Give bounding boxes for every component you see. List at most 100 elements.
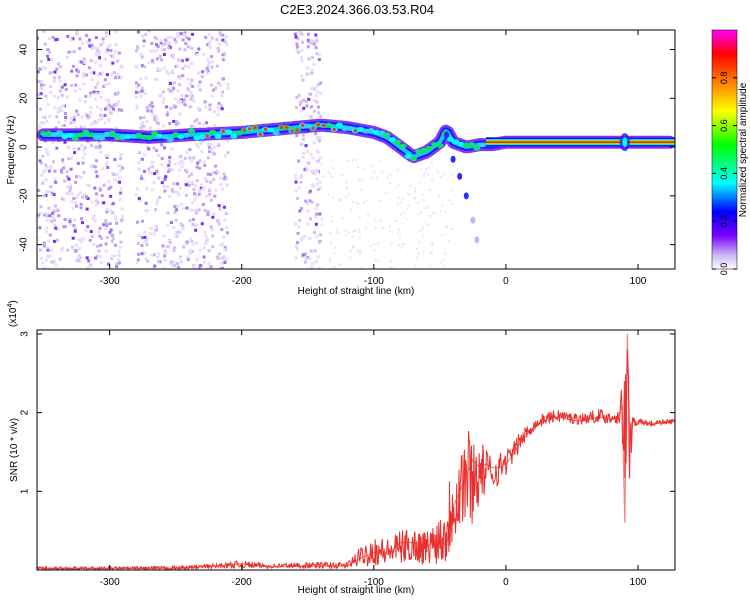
noise-speckle — [310, 86, 314, 90]
noise-speckle — [331, 196, 334, 199]
noise-speckle — [110, 256, 114, 260]
noise-speckle — [45, 214, 49, 218]
noise-speckle — [91, 216, 95, 220]
ridge-blob — [272, 130, 280, 136]
noise-speckle — [119, 191, 123, 195]
ridge-blob — [45, 130, 53, 136]
noise-speckle — [208, 45, 212, 49]
noise-speckle — [347, 193, 350, 196]
noise-speckle — [296, 50, 300, 54]
noise-speckle — [140, 123, 144, 127]
noise-speckle — [202, 122, 206, 126]
noise-speckle — [437, 172, 440, 175]
noise-speckle — [144, 257, 148, 261]
noise-speckle — [39, 80, 43, 84]
noise-speckle — [55, 208, 59, 212]
noise-speckle — [444, 233, 447, 236]
noise-speckle — [158, 94, 162, 98]
noise-speckle — [380, 170, 383, 173]
noise-speckle — [221, 242, 225, 246]
noise-speckle — [316, 159, 320, 163]
noise-speckle — [60, 168, 64, 172]
noise-speckle — [81, 195, 85, 199]
noise-speckle — [205, 121, 209, 125]
noise-speckle — [185, 58, 189, 62]
noise-speckle — [60, 197, 64, 201]
noise-speckle — [312, 109, 316, 113]
noise-speckle — [147, 167, 151, 171]
colorbar: 0.0 0.2 0.4 0.6 0.8 Normalized spectral ampl… — [711, 29, 749, 275]
noise-speckle — [173, 37, 177, 41]
noise-speckle — [96, 80, 100, 84]
noise-speckle — [115, 92, 119, 96]
noise-speckle — [176, 64, 180, 68]
noise-speckle — [147, 147, 151, 151]
noise-speckle — [172, 226, 176, 230]
ridge-blob — [209, 129, 217, 135]
noise-speckle — [306, 256, 310, 260]
noise-speckle — [94, 36, 98, 40]
noise-speckle — [43, 266, 47, 269]
noise-speckle — [181, 224, 185, 228]
noise-speckle — [99, 43, 103, 47]
noise-speckle — [430, 252, 433, 255]
noise-speckle — [49, 84, 53, 88]
noise-speckle — [56, 37, 60, 41]
noise-speckle — [401, 222, 404, 225]
noise-speckle — [99, 261, 103, 265]
noise-speckle — [172, 182, 176, 186]
noise-speckle — [149, 128, 153, 132]
noise-speckle — [101, 37, 105, 41]
noise-speckle — [71, 206, 75, 210]
noise-speckle — [185, 150, 189, 154]
noise-speckle — [56, 110, 60, 114]
noise-speckle — [75, 32, 79, 36]
noise-speckle — [181, 38, 185, 42]
noise-speckle — [309, 152, 313, 156]
noise-speckle — [439, 175, 442, 178]
noise-speckle — [439, 209, 442, 212]
noise-speckle — [89, 122, 93, 126]
ridge-blob — [431, 142, 439, 148]
noise-speckle — [184, 94, 188, 98]
noise-speckle — [183, 31, 187, 35]
noise-speckle — [446, 226, 449, 229]
noise-speckle — [364, 227, 367, 230]
noise-speckle — [79, 125, 83, 129]
noise-speckle — [43, 115, 47, 119]
noise-speckle — [150, 253, 154, 257]
noise-speckle — [310, 265, 314, 269]
noise-speckle — [316, 137, 320, 141]
noise-speckle — [226, 86, 230, 90]
noise-speckle — [167, 239, 171, 243]
noise-speckle — [107, 103, 111, 107]
noise-speckle — [187, 181, 191, 185]
noise-speckle — [83, 152, 87, 156]
snr-x-ticks: -300 -200 -100 0 100 — [100, 330, 647, 588]
noise-speckle — [159, 39, 163, 43]
ridge-blob — [188, 128, 196, 134]
noise-speckle — [307, 161, 311, 165]
noise-speckle — [140, 244, 144, 248]
noise-speckle — [70, 50, 74, 54]
noise-speckle — [140, 120, 144, 124]
noise-speckle — [191, 32, 195, 36]
noise-speckle — [360, 178, 363, 181]
noise-speckle — [107, 82, 111, 86]
noise-speckle — [429, 251, 432, 254]
noise-speckle — [173, 97, 177, 101]
noise-speckle — [344, 195, 347, 198]
noise-speckle — [186, 255, 190, 259]
noise-speckle — [112, 71, 116, 75]
noise-speckle — [44, 94, 48, 98]
noise-speckle — [118, 176, 122, 180]
noise-speckle — [139, 176, 143, 180]
ridge-blob — [198, 134, 206, 140]
noise-speckle — [162, 146, 166, 150]
snr-line-layer — [37, 333, 675, 570]
noise-speckle — [166, 35, 170, 39]
noise-speckle — [178, 83, 182, 87]
noise-speckle — [70, 156, 74, 160]
noise-speckle — [93, 165, 97, 169]
noise-speckle — [98, 234, 102, 238]
